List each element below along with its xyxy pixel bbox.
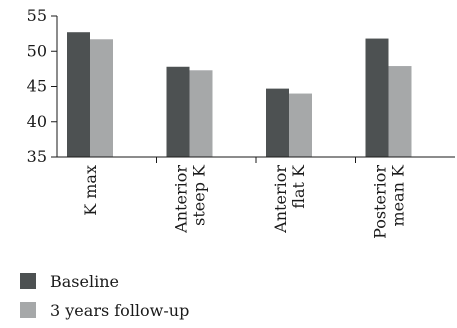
legend-swatch [20, 273, 36, 289]
bar-follow-up [189, 70, 213, 157]
category-label: flat K [289, 164, 308, 209]
category-label: Anterior [271, 165, 290, 234]
legend-label: 3 years follow-up [50, 301, 189, 320]
bar-baseline [266, 88, 289, 157]
category-labels: K max Anterior steep K Anterior flat K Poster… [81, 164, 408, 239]
legend-swatch [20, 302, 36, 318]
bar-baseline [166, 66, 190, 157]
bar-follow-up [289, 93, 312, 157]
y-tick-label: 55 [27, 6, 47, 25]
bar-baseline [365, 38, 389, 158]
y-tick-label: 40 [27, 112, 47, 131]
bar-follow-up [388, 66, 412, 157]
bars [67, 32, 412, 158]
category-label: Anterior [172, 165, 191, 234]
y-tick-label: 50 [27, 41, 47, 60]
category-label: steep K [190, 164, 209, 226]
legend-label: Baseline [50, 272, 119, 291]
category-label: K max [81, 165, 100, 216]
category-label: Posterior [371, 165, 390, 239]
x-axis [57, 156, 455, 163]
y-tick-label: 35 [27, 147, 47, 166]
y-tick-label: 45 [27, 77, 47, 96]
legend: Baseline 3 years follow-up [20, 272, 189, 320]
y-axis: 35 40 45 50 55 [27, 6, 58, 166]
category-label: mean K [389, 164, 408, 227]
bar-follow-up [90, 39, 113, 157]
bar-baseline [67, 32, 90, 158]
